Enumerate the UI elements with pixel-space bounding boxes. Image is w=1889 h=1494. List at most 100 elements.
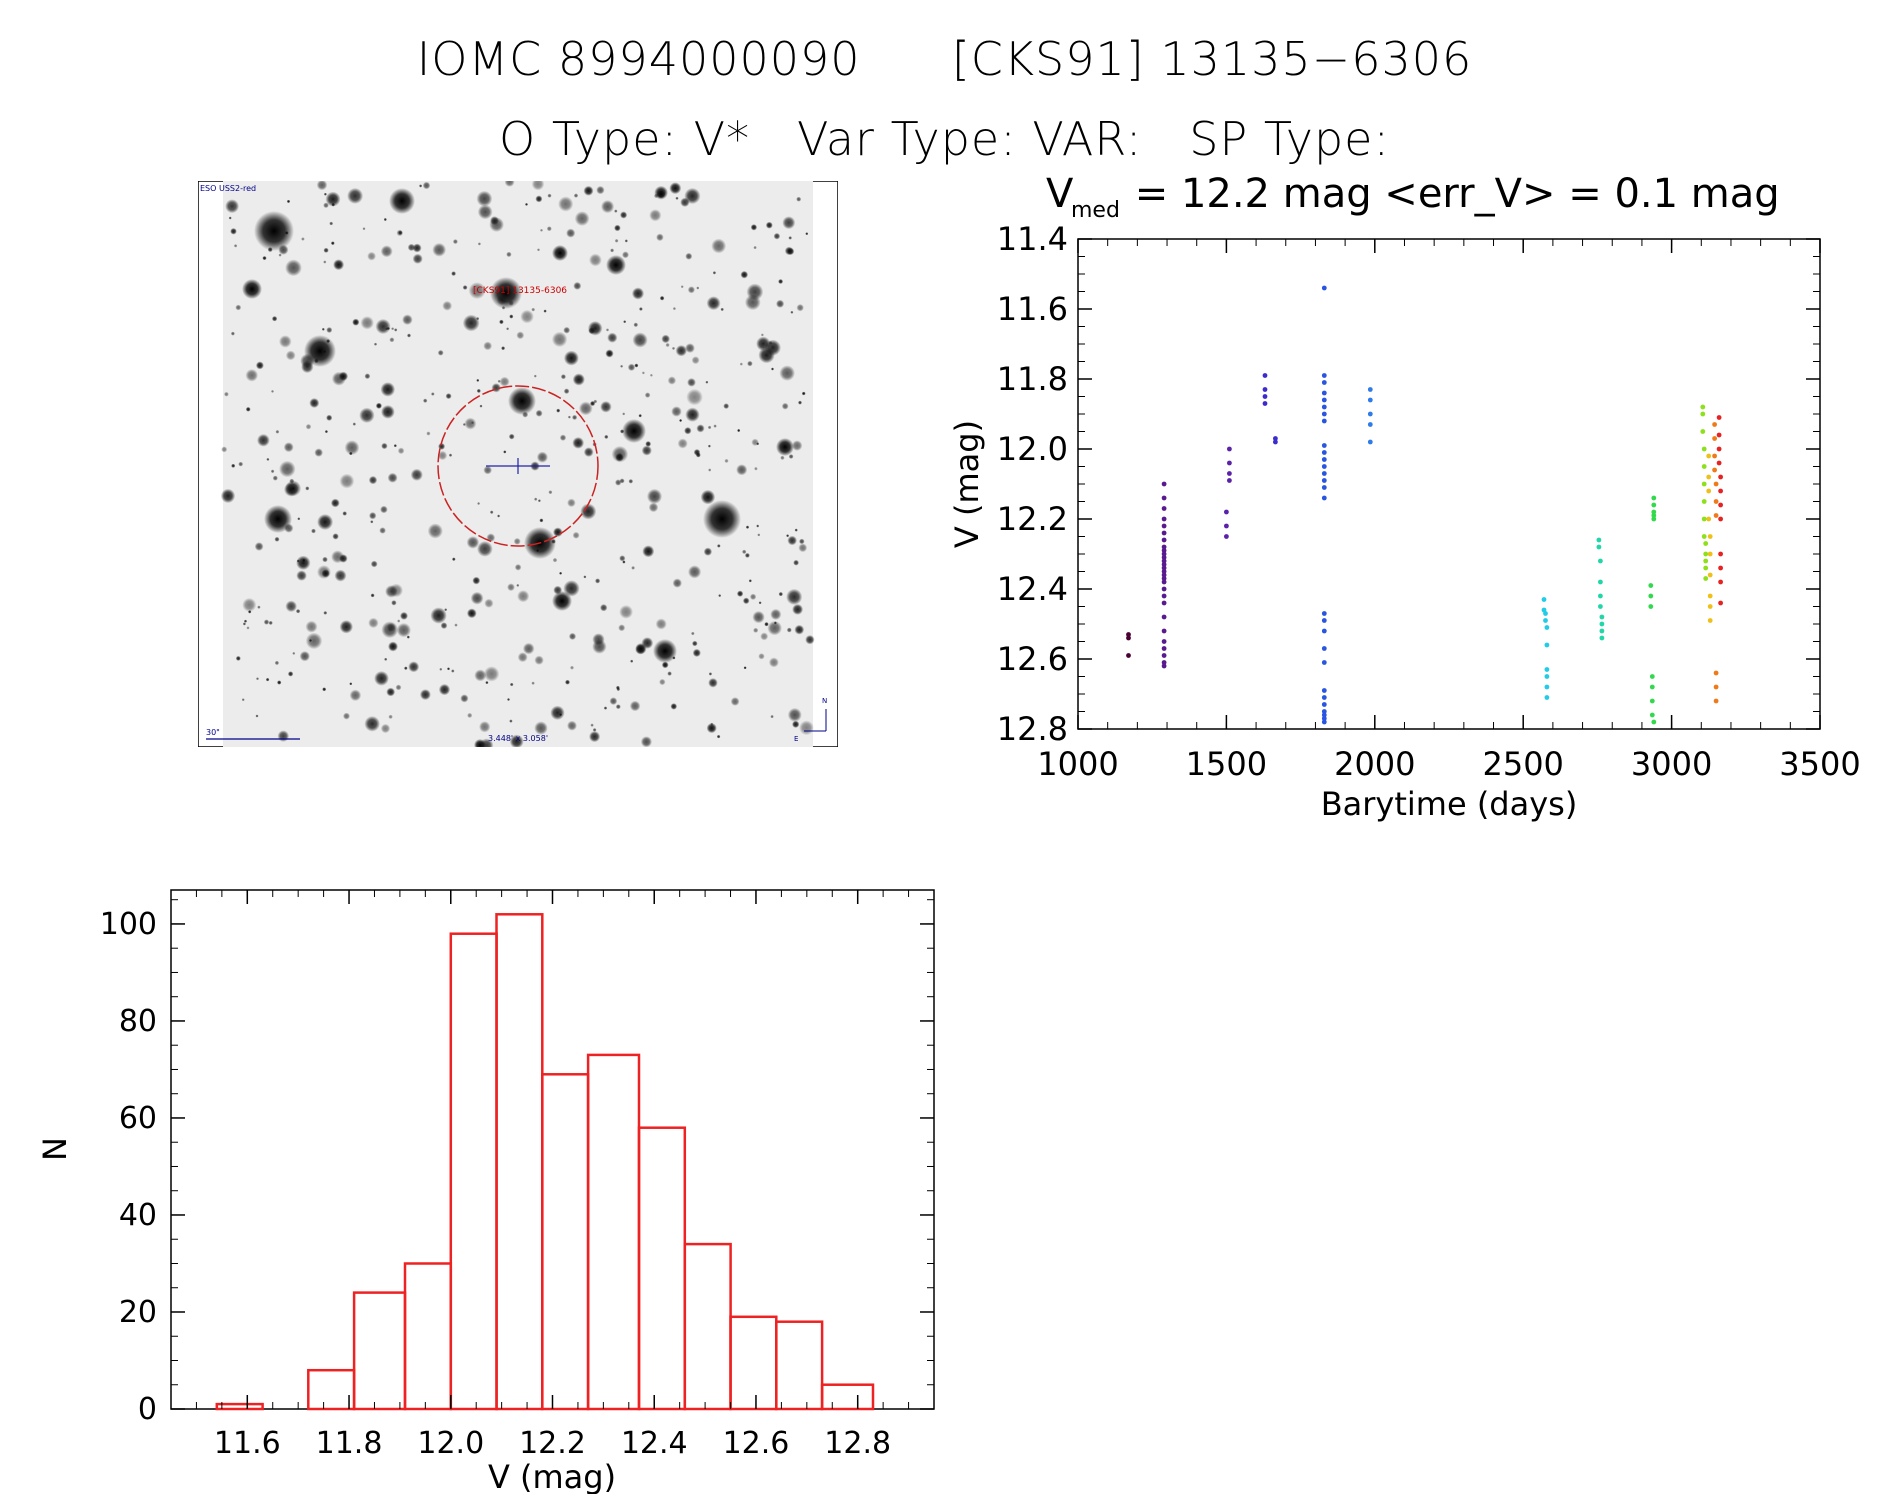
star [326,339,331,344]
star [257,605,261,609]
star [476,190,493,207]
star [422,181,431,190]
lc-point [1161,506,1167,511]
lc-point [1367,411,1373,417]
star [471,421,474,425]
star [476,388,481,393]
hist-ytick-label: 80 [119,1004,157,1039]
lc-point [1321,495,1327,501]
star [552,245,568,261]
star [334,569,347,582]
star [623,320,627,324]
star [792,603,804,615]
lc-ytick-label: 12.8 [997,710,1068,748]
star [285,600,297,613]
lc-point [1716,460,1722,466]
star [321,569,330,578]
star [537,499,541,503]
star [509,734,524,747]
star [499,319,504,325]
star [380,245,393,258]
star [688,565,702,579]
star [407,333,411,338]
lc-point [1706,488,1712,494]
star [671,346,676,350]
lc-point [1161,569,1167,574]
star [758,653,765,660]
star [400,611,408,620]
star [754,466,758,471]
star [419,184,423,188]
finder-chart: ESO USS2-red [CKS91] 13135-6306 30" 3.44… [198,181,838,747]
lc-point [1598,604,1603,609]
star [580,503,597,520]
star [496,295,507,306]
star [406,635,410,639]
star [700,489,716,505]
lc-point [1321,471,1327,476]
star [270,469,275,474]
star [386,326,390,331]
star [707,425,712,430]
lc-point [1224,534,1229,539]
star [531,681,535,685]
star [712,271,717,275]
star [314,358,319,364]
hist-ytick-label: 60 [119,1101,157,1136]
star [781,402,789,410]
star [641,371,645,375]
star [317,514,334,530]
star [266,457,270,461]
star [661,334,670,344]
star [380,505,388,514]
lc-point [1651,509,1657,515]
star [614,209,618,213]
star [764,339,782,356]
star [619,605,633,619]
lc-point [1713,513,1719,518]
star [752,610,765,624]
star [691,356,700,365]
star [289,478,295,484]
hist-xtick-label: 11.8 [316,1426,383,1461]
hist-xtick-label: 12.4 [621,1426,688,1461]
star [507,698,510,701]
star [254,542,264,551]
lc-point [1321,404,1327,410]
star [238,461,244,467]
star [788,236,792,240]
star [744,552,750,558]
lc-point [1651,513,1657,518]
hist-ylabel: N [36,1137,74,1161]
star [224,391,229,397]
star [667,376,677,385]
star [659,295,665,301]
star [344,440,360,455]
star [695,452,701,458]
lc-point [1701,534,1707,539]
star [326,414,333,421]
star [639,307,643,311]
star [330,241,335,246]
lc-point [1227,460,1232,466]
star [559,571,563,575]
star [600,401,612,413]
star [792,720,800,728]
lc-point [1718,551,1723,557]
lc-title-sub: med [1071,198,1120,223]
star [589,253,602,267]
star [470,591,484,605]
lc-point [1367,397,1373,403]
lc-point [1161,614,1167,620]
target-circle [437,385,599,547]
star [364,373,371,380]
star [563,350,579,366]
star [503,450,507,454]
star [220,488,236,504]
lc-point [1321,450,1327,455]
hist-xtick-label: 12.8 [824,1426,891,1461]
star [708,678,718,688]
star [462,285,468,290]
star [531,307,536,312]
star [509,719,513,723]
